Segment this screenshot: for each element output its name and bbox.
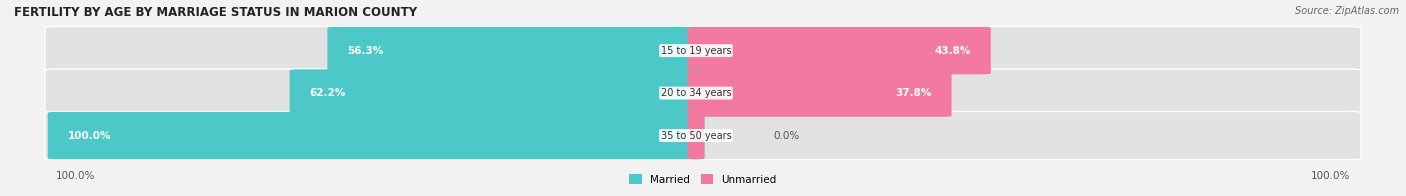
Text: 56.3%: 56.3% [347,46,384,56]
FancyBboxPatch shape [48,112,704,159]
FancyBboxPatch shape [45,69,1361,117]
Text: 20 to 34 years: 20 to 34 years [661,88,731,98]
Legend: Married, Unmarried: Married, Unmarried [626,170,780,189]
Text: Source: ZipAtlas.com: Source: ZipAtlas.com [1295,6,1399,16]
Text: 43.8%: 43.8% [935,46,972,56]
FancyBboxPatch shape [45,26,1361,75]
Text: FERTILITY BY AGE BY MARRIAGE STATUS IN MARION COUNTY: FERTILITY BY AGE BY MARRIAGE STATUS IN M… [14,6,418,19]
FancyBboxPatch shape [688,27,991,74]
Text: 100.0%: 100.0% [67,131,111,141]
FancyBboxPatch shape [290,69,704,117]
Text: 0.0%: 0.0% [773,131,800,141]
Text: 62.2%: 62.2% [309,88,346,98]
FancyBboxPatch shape [688,69,952,117]
FancyBboxPatch shape [328,27,704,74]
Text: 37.8%: 37.8% [896,88,932,98]
Text: 15 to 19 years: 15 to 19 years [661,46,731,56]
FancyBboxPatch shape [45,112,1361,160]
Text: 35 to 50 years: 35 to 50 years [661,131,731,141]
Text: 100.0%: 100.0% [56,171,96,181]
FancyBboxPatch shape [688,112,704,159]
Text: 100.0%: 100.0% [1310,171,1350,181]
